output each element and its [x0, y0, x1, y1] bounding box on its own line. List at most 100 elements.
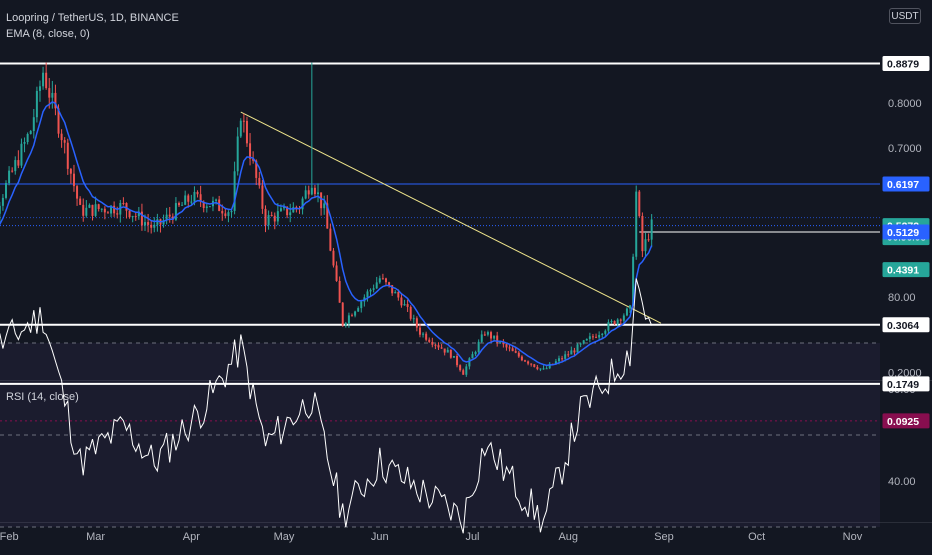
candle-body	[425, 333, 428, 340]
x-tick-label: Jul	[465, 531, 479, 543]
candle-body	[437, 345, 440, 348]
candle-body	[422, 333, 425, 335]
level-label: 0.6197	[887, 179, 919, 191]
candle-body	[357, 308, 360, 312]
candle-body	[255, 160, 258, 178]
x-tick-label: Apr	[183, 531, 200, 543]
candle-body	[446, 349, 449, 353]
candle-body	[456, 355, 459, 366]
currency-button[interactable]: USDT	[889, 8, 921, 24]
candle-body	[54, 92, 57, 109]
candle-body	[193, 191, 196, 202]
candle-body	[598, 334, 601, 338]
candle-body	[1, 197, 4, 206]
candle-body	[236, 136, 239, 172]
candle-body	[622, 315, 625, 321]
candle-body	[459, 365, 462, 371]
candle-body	[57, 108, 60, 134]
candle-body	[5, 183, 7, 198]
candle-body	[85, 207, 88, 216]
candle-body	[69, 168, 72, 174]
grid	[0, 380, 932, 523]
candle-body	[465, 366, 468, 375]
rsi-band	[0, 342, 880, 528]
candle-body	[539, 368, 542, 370]
candle-body	[273, 215, 276, 222]
candle-body	[35, 90, 38, 118]
candle-body	[400, 297, 403, 306]
candle-body	[162, 220, 165, 225]
candle-body	[638, 191, 641, 217]
rsi-legend[interactable]: RSI (14, close)	[6, 391, 79, 403]
candle-body	[137, 211, 140, 217]
candle-body	[644, 239, 647, 252]
candle-body	[168, 214, 171, 217]
candle-body	[230, 210, 233, 213]
candle-body	[403, 304, 406, 306]
candle-body	[564, 354, 567, 359]
candle-body	[63, 140, 66, 143]
candle-body	[576, 344, 579, 353]
candle-body	[554, 361, 557, 365]
candle-body	[440, 347, 443, 349]
candle-body	[394, 292, 397, 294]
candle-body	[477, 341, 480, 352]
candle-body	[514, 351, 517, 353]
rsi-group	[0, 278, 653, 534]
candle-body	[579, 343, 582, 345]
candle-body	[607, 322, 610, 331]
candle-body	[23, 141, 26, 144]
price-tick-label: 0.7000	[888, 143, 922, 155]
candle-body	[378, 278, 381, 283]
candle-body	[641, 216, 644, 252]
candle-body	[406, 304, 409, 307]
candle-body	[26, 133, 29, 142]
candle-body	[258, 177, 261, 186]
candle-body	[431, 341, 434, 345]
candle-body	[412, 318, 415, 320]
candle-body	[471, 354, 474, 359]
candle-body	[134, 216, 137, 218]
candle-body	[60, 133, 63, 141]
candle-body	[165, 214, 168, 221]
level-label-bg	[882, 176, 930, 192]
candle-body	[11, 170, 14, 172]
x-tick-label: Jun	[371, 531, 389, 543]
candle-body	[384, 278, 387, 283]
candle-body	[29, 130, 32, 134]
candle-body	[261, 185, 264, 209]
price-label-bg	[882, 224, 930, 240]
candle-body	[351, 315, 353, 317]
candle-body	[397, 292, 400, 298]
candle-body	[415, 318, 418, 328]
candle-body	[88, 204, 91, 208]
candle-body	[502, 341, 505, 345]
level-label: 0.8879	[887, 59, 919, 71]
candle-body	[190, 201, 193, 203]
candle-body	[418, 327, 421, 335]
candle-body	[480, 334, 483, 342]
candle-body	[227, 212, 230, 216]
candle-body	[341, 302, 344, 326]
candle-body	[233, 171, 236, 211]
candle-body	[286, 206, 289, 216]
candle-body	[150, 224, 153, 228]
candle-body	[97, 204, 100, 210]
candle-body	[32, 117, 35, 131]
candle-body	[218, 199, 221, 211]
symbol-legend[interactable]: Loopring / TetherUS, 1D, BINANCE	[6, 12, 179, 24]
candles	[0, 62, 653, 377]
ema-legend[interactable]: EMA (8, close, 0)	[6, 28, 90, 40]
candle-body	[613, 320, 616, 325]
candle-body	[215, 199, 218, 201]
candle-body	[205, 206, 208, 209]
candle-body	[17, 160, 20, 166]
candle-body	[545, 368, 548, 370]
candle-body	[295, 207, 298, 209]
candle-body	[530, 363, 533, 365]
candle-body	[610, 320, 613, 323]
candle-body	[604, 330, 607, 334]
candle-body	[409, 306, 412, 319]
